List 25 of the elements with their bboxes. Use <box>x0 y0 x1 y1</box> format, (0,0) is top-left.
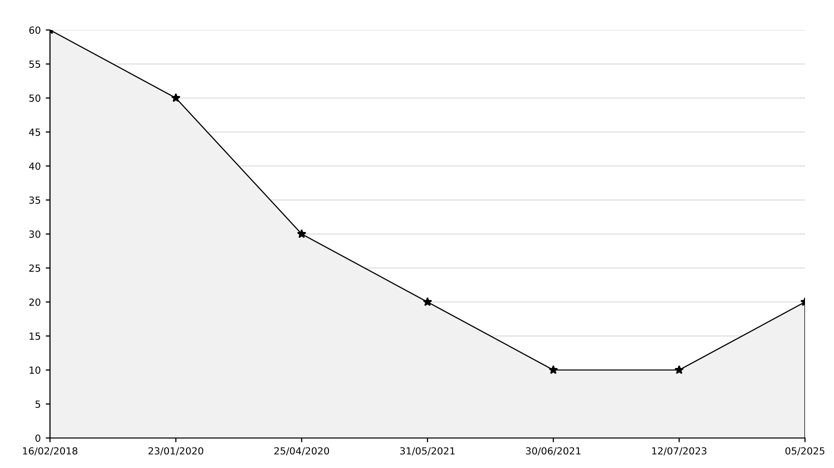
point <box>422 297 432 306</box>
y-tick-label: 40 <box>29 162 40 170</box>
x-tick-label: 12/07/2023 <box>652 447 706 456</box>
y-tick-label: 5 <box>36 400 40 408</box>
point <box>548 365 558 374</box>
y-tick-label: 55 <box>29 60 40 68</box>
x-tick-label: 25/04/2020 <box>274 447 330 456</box>
y-tick-label: 25 <box>29 264 40 272</box>
y-tick-label: 35 <box>29 196 40 204</box>
y-tick-label: 30 <box>29 230 40 238</box>
point <box>297 229 306 238</box>
y-tick-label: 60 <box>29 26 40 34</box>
point <box>674 365 684 374</box>
y-tick-label: 10 <box>30 366 40 374</box>
x-tick-label: 31/05/2021 <box>400 447 455 456</box>
x-tick-label: 23/01/2020 <box>148 447 204 456</box>
y-tick-label: 15 <box>30 332 40 340</box>
x-tick-label: 05/2025 <box>785 447 824 456</box>
y-tick-label: 0 <box>35 434 40 442</box>
y-tick-label: 20 <box>29 298 40 306</box>
point <box>171 93 180 102</box>
x-tick-label: 16/02/2018 <box>23 447 78 456</box>
y-tick-label: 50 <box>29 94 40 102</box>
y-tick-label: 45 <box>29 128 40 136</box>
x-tick-label: 30/06/2021 <box>526 447 580 456</box>
